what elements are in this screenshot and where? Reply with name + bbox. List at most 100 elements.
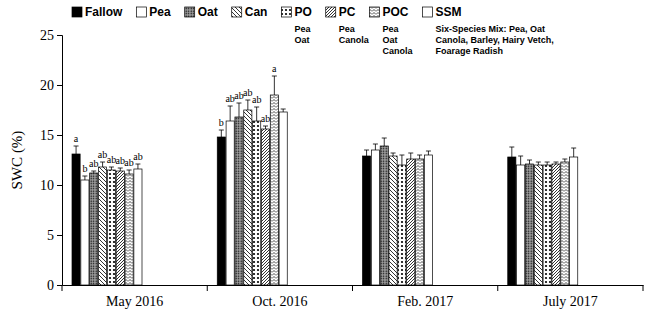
bar: [116, 171, 124, 285]
error-bar: [228, 106, 233, 121]
error-bar: [545, 162, 550, 165]
legend: FallowPeaOatCanPOPeaOatPCPeaCanolaPOCPea…: [72, 5, 554, 56]
y-tick-mark: [57, 135, 62, 136]
error-bar: [281, 109, 286, 112]
error-bar: [254, 107, 259, 121]
error-bar: [554, 162, 559, 164]
legend-swatch: [72, 7, 82, 17]
y-axis: 0 5 10 15 20 25: [40, 28, 63, 293]
significance-letter: ab: [133, 151, 142, 162]
error-bar: [571, 148, 576, 157]
significance-letter: a: [272, 63, 277, 74]
legend-note: Foarage Radish: [435, 46, 503, 56]
x-axis: May 2016 Oct. 2016 Feb. 2017 July 2017: [63, 285, 644, 309]
bar: [99, 167, 107, 285]
legend-item: SSMSix-Species Mix: Pea, OatCanola, Barl…: [422, 5, 553, 56]
bar: [217, 137, 225, 285]
bar: [270, 95, 278, 285]
bar: [534, 165, 542, 285]
error-bar: [118, 168, 123, 171]
bar: [107, 170, 115, 285]
y-tick-mark: [57, 85, 62, 86]
error-bar: [100, 162, 105, 167]
error-bar: [74, 146, 79, 154]
significance-letter: a: [74, 133, 79, 144]
legend-label: PC: [339, 5, 356, 19]
legend-item: Can: [232, 5, 268, 19]
bar: [525, 164, 533, 285]
x-tick-label: Oct. 2016: [252, 294, 307, 309]
y-tick-label: 20: [40, 78, 54, 93]
legend-swatch: [422, 7, 432, 17]
y-tick: 15: [40, 128, 62, 143]
legend-label: Oat: [198, 5, 218, 19]
y-tick-label: 0: [47, 278, 54, 293]
significance-letter: ab: [252, 94, 261, 105]
error-bar: [382, 138, 387, 146]
bar: [81, 180, 89, 285]
legend-note: Six-Species Mix: Pea, Oat: [435, 24, 545, 34]
y-tick-mark: [57, 285, 62, 286]
y-tick-mark: [57, 35, 62, 36]
series: [81, 106, 525, 285]
legend-note: Oat: [294, 35, 309, 45]
y-tick: 0: [47, 278, 62, 293]
category-separator: [207, 285, 208, 291]
x-tick: July 2017: [543, 285, 598, 309]
legend-label: Pea: [149, 5, 171, 19]
x-tick: Feb. 2017: [397, 285, 453, 309]
error-bar: [509, 147, 514, 157]
legend-swatch: [281, 7, 291, 17]
bar: [253, 121, 261, 285]
y-tick: 5: [47, 228, 62, 243]
error-bar: [245, 100, 250, 110]
y-tick: 25: [40, 28, 62, 43]
x-tick-label: May 2016: [106, 294, 163, 309]
legend-item: Oat: [185, 5, 218, 19]
category-separator: [497, 285, 498, 291]
y-tick: 10: [40, 178, 62, 193]
bar: [279, 112, 287, 285]
bar: [90, 173, 98, 285]
series: [99, 100, 543, 285]
x-tick-label: Feb. 2017: [397, 294, 453, 309]
bar: [72, 154, 80, 285]
y-tick-label: 15: [40, 128, 54, 143]
legend-swatch: [232, 7, 242, 17]
error-bar: [109, 167, 114, 170]
legend-note: Oat: [382, 35, 397, 45]
x-tick-label: July 2017: [543, 294, 598, 309]
legend-note: Pea: [294, 24, 311, 34]
series: [90, 103, 534, 285]
bar: [363, 156, 371, 285]
y-axis-line: [57, 36, 63, 286]
legend-label: Fallow: [85, 5, 123, 19]
y-tick-mark: [57, 185, 62, 186]
bar: [543, 165, 551, 285]
error-bar: [417, 155, 422, 159]
bar: [508, 157, 516, 285]
legend-swatch: [326, 7, 336, 17]
bar: [261, 129, 269, 285]
bar: [235, 117, 243, 285]
bar: [134, 169, 142, 285]
x-tick: May 2016: [106, 285, 163, 309]
legend-note: Pea: [382, 24, 399, 34]
error-bar: [373, 144, 378, 150]
bar: [424, 155, 432, 285]
series: [116, 126, 560, 285]
error-bar: [236, 103, 241, 117]
error-bar: [536, 162, 541, 165]
error-bar: [364, 150, 369, 156]
legend-swatch: [136, 7, 146, 17]
significance-letter: b: [219, 117, 224, 128]
category-separator: [352, 285, 353, 291]
bar: [407, 159, 415, 285]
y-tick-label: 5: [47, 228, 54, 243]
y-tick-mark: [57, 235, 62, 236]
legend-label: POC: [382, 5, 408, 19]
error-bar: [263, 126, 268, 129]
plot-marks: [72, 76, 578, 285]
legend-swatch: [369, 7, 379, 17]
chart: abbababababababababababaab0510152025May …: [0, 0, 653, 315]
